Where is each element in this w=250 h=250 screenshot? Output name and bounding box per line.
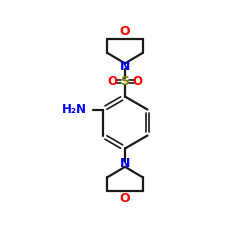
Text: N: N: [120, 157, 130, 170]
Text: H₂N: H₂N: [62, 103, 86, 116]
Text: S: S: [120, 75, 130, 88]
Text: O: O: [120, 25, 130, 38]
Text: N: N: [120, 60, 130, 73]
Text: O: O: [120, 192, 130, 205]
Text: O: O: [107, 75, 117, 88]
Text: O: O: [133, 75, 143, 88]
